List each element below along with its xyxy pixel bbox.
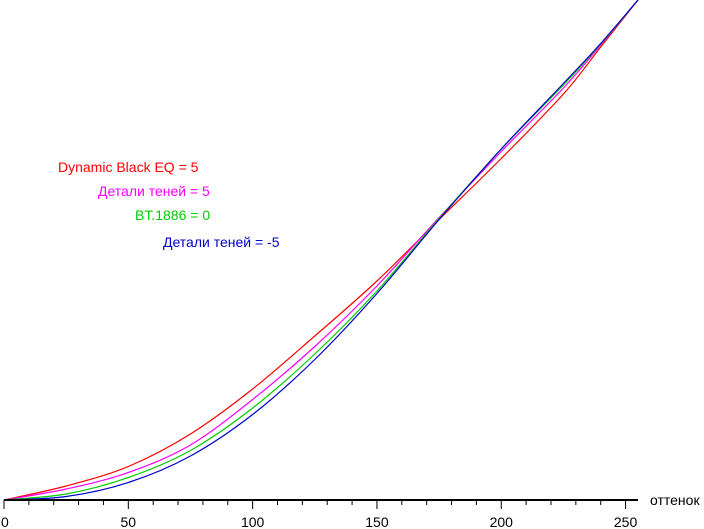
x-tick-label: 100 bbox=[241, 514, 265, 529]
legend-bt1886-0: BT.1886 = 0 bbox=[135, 207, 210, 223]
x-axis-ticks bbox=[3, 500, 627, 509]
x-tick-label: 150 bbox=[365, 514, 389, 529]
x-axis-tick-labels: 0 50 100 150 200 250 bbox=[1, 514, 637, 529]
series-line-dynamic-black-eq-5 bbox=[3, 0, 639, 501]
x-tick-label: 50 bbox=[121, 514, 137, 529]
legend: Dynamic Black EQ = 5 Детали теней = 5 BT.1… bbox=[58, 159, 280, 250]
series-layer bbox=[3, 0, 639, 501]
x-tick-label: 200 bbox=[490, 514, 514, 529]
x-tick-label: 0 bbox=[1, 514, 9, 529]
series-line-shadow-detail-minus-5 bbox=[3, 0, 639, 501]
legend-shadow-detail-5: Детали теней = 5 bbox=[98, 183, 210, 199]
series-line-shadow-detail-5 bbox=[3, 0, 639, 501]
legend-shadow-detail-minus-5: Детали теней = -5 bbox=[163, 234, 280, 250]
legend-dynamic-black-eq-5: Dynamic Black EQ = 5 bbox=[58, 159, 199, 175]
x-axis-label: оттенок bbox=[650, 492, 700, 508]
series-line-bt1886-0 bbox=[3, 0, 639, 501]
x-tick-label: 250 bbox=[614, 514, 638, 529]
